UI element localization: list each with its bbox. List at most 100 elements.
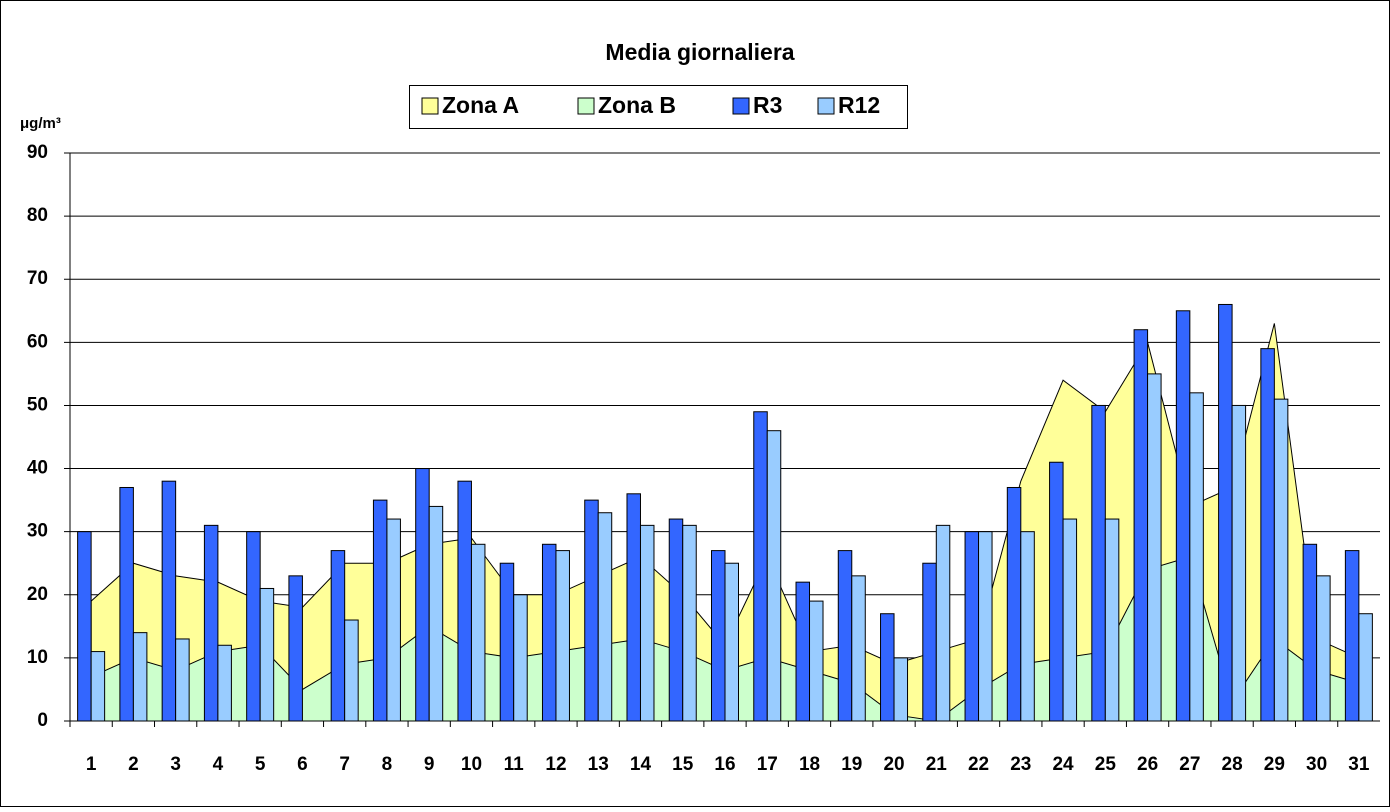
bar	[795, 581, 811, 722]
bar	[288, 575, 303, 722]
y-tick-label: 20	[27, 584, 48, 605]
x-tick-label: 12	[545, 754, 566, 775]
x-tick-label: 13	[588, 754, 609, 775]
x-tick-label: 28	[1222, 754, 1243, 775]
bar	[935, 524, 951, 722]
y-tick-label: 60	[27, 331, 48, 352]
bar	[1231, 404, 1247, 722]
bar	[978, 531, 993, 722]
bar	[880, 613, 895, 722]
x-tick-label: 2	[128, 754, 139, 775]
bar	[711, 550, 726, 722]
y-axis-label: μg/m³	[20, 115, 61, 132]
bar	[1062, 518, 1078, 722]
bar	[77, 531, 92, 722]
x-tick-label: 1	[86, 754, 97, 775]
bar	[555, 550, 570, 722]
x-tick-label: 14	[630, 754, 652, 775]
bar	[217, 644, 232, 722]
bar	[1218, 303, 1233, 722]
legend-label: Zona B	[598, 92, 676, 118]
y-tick-label: 0	[37, 710, 48, 731]
bar	[724, 562, 739, 722]
bar	[119, 486, 134, 722]
bar	[1006, 486, 1022, 722]
bar	[372, 499, 388, 722]
bar	[584, 499, 599, 722]
bar	[428, 505, 444, 722]
y-tick-label: 10	[27, 647, 48, 668]
legend-label: R3	[753, 92, 782, 118]
bar	[1175, 310, 1191, 722]
bar	[203, 524, 219, 722]
bar	[851, 575, 866, 722]
bar	[626, 493, 641, 722]
bar	[1091, 404, 1106, 722]
bar	[246, 531, 261, 722]
bar	[457, 480, 472, 722]
bar	[1104, 518, 1120, 722]
legend-swatch	[577, 97, 595, 115]
x-tick-label: 3	[170, 754, 181, 775]
bar	[470, 543, 486, 722]
bar	[1020, 531, 1035, 722]
x-tick-label: 26	[1137, 754, 1158, 775]
bar	[597, 512, 613, 722]
bar	[1133, 329, 1149, 722]
x-tick-label: 27	[1179, 754, 1200, 775]
bar	[893, 657, 909, 722]
area	[90, 556, 1360, 722]
y-tick-label: 70	[27, 268, 48, 289]
bar	[499, 562, 515, 722]
bar	[1147, 373, 1162, 722]
y-tick-label: 40	[27, 458, 48, 479]
bar	[682, 524, 697, 722]
bar	[132, 632, 148, 722]
bar	[175, 638, 190, 722]
x-tick-label: 21	[926, 754, 948, 775]
y-tick-label: 90	[27, 142, 48, 163]
y-tick-label: 30	[27, 521, 48, 542]
y-tick-label: 80	[27, 205, 48, 226]
x-tick-label: 6	[297, 754, 308, 775]
bar	[259, 587, 275, 722]
x-tick-label: 9	[424, 754, 435, 775]
x-tick-label: 31	[1348, 754, 1370, 775]
x-tick-label: 19	[841, 754, 862, 775]
bar	[837, 550, 853, 722]
bar	[639, 524, 655, 722]
x-tick-label: 4	[213, 754, 224, 775]
x-tick-label: 20	[883, 754, 904, 775]
x-tick-label: 22	[968, 754, 989, 775]
bar	[1302, 543, 1318, 722]
bar	[668, 518, 684, 722]
x-tick-label: 8	[382, 754, 393, 775]
x-tick-label: 25	[1095, 754, 1117, 775]
x-tick-label: 5	[255, 754, 266, 775]
bar	[513, 594, 528, 722]
bar	[809, 600, 824, 722]
x-tick-label: 15	[672, 754, 694, 775]
legend-swatch	[421, 97, 439, 115]
bar	[1344, 550, 1360, 722]
bar	[344, 619, 359, 722]
legend-swatch	[817, 97, 835, 115]
legend-swatch	[732, 97, 750, 115]
bar	[753, 411, 768, 722]
area	[90, 323, 1360, 722]
bar	[1316, 575, 1331, 722]
legend-label: R12	[838, 92, 880, 118]
x-tick-label: 30	[1306, 754, 1327, 775]
bar	[964, 531, 980, 722]
y-tick-label: 50	[27, 394, 48, 415]
bar	[541, 543, 557, 722]
bar	[1189, 392, 1204, 722]
x-tick-label: 10	[461, 754, 482, 775]
bar	[386, 518, 401, 722]
x-tick-label: 24	[1052, 754, 1074, 775]
x-tick-label: 7	[339, 754, 350, 775]
bar	[1273, 398, 1289, 722]
x-tick-label: 11	[504, 754, 525, 775]
bar	[90, 651, 106, 722]
